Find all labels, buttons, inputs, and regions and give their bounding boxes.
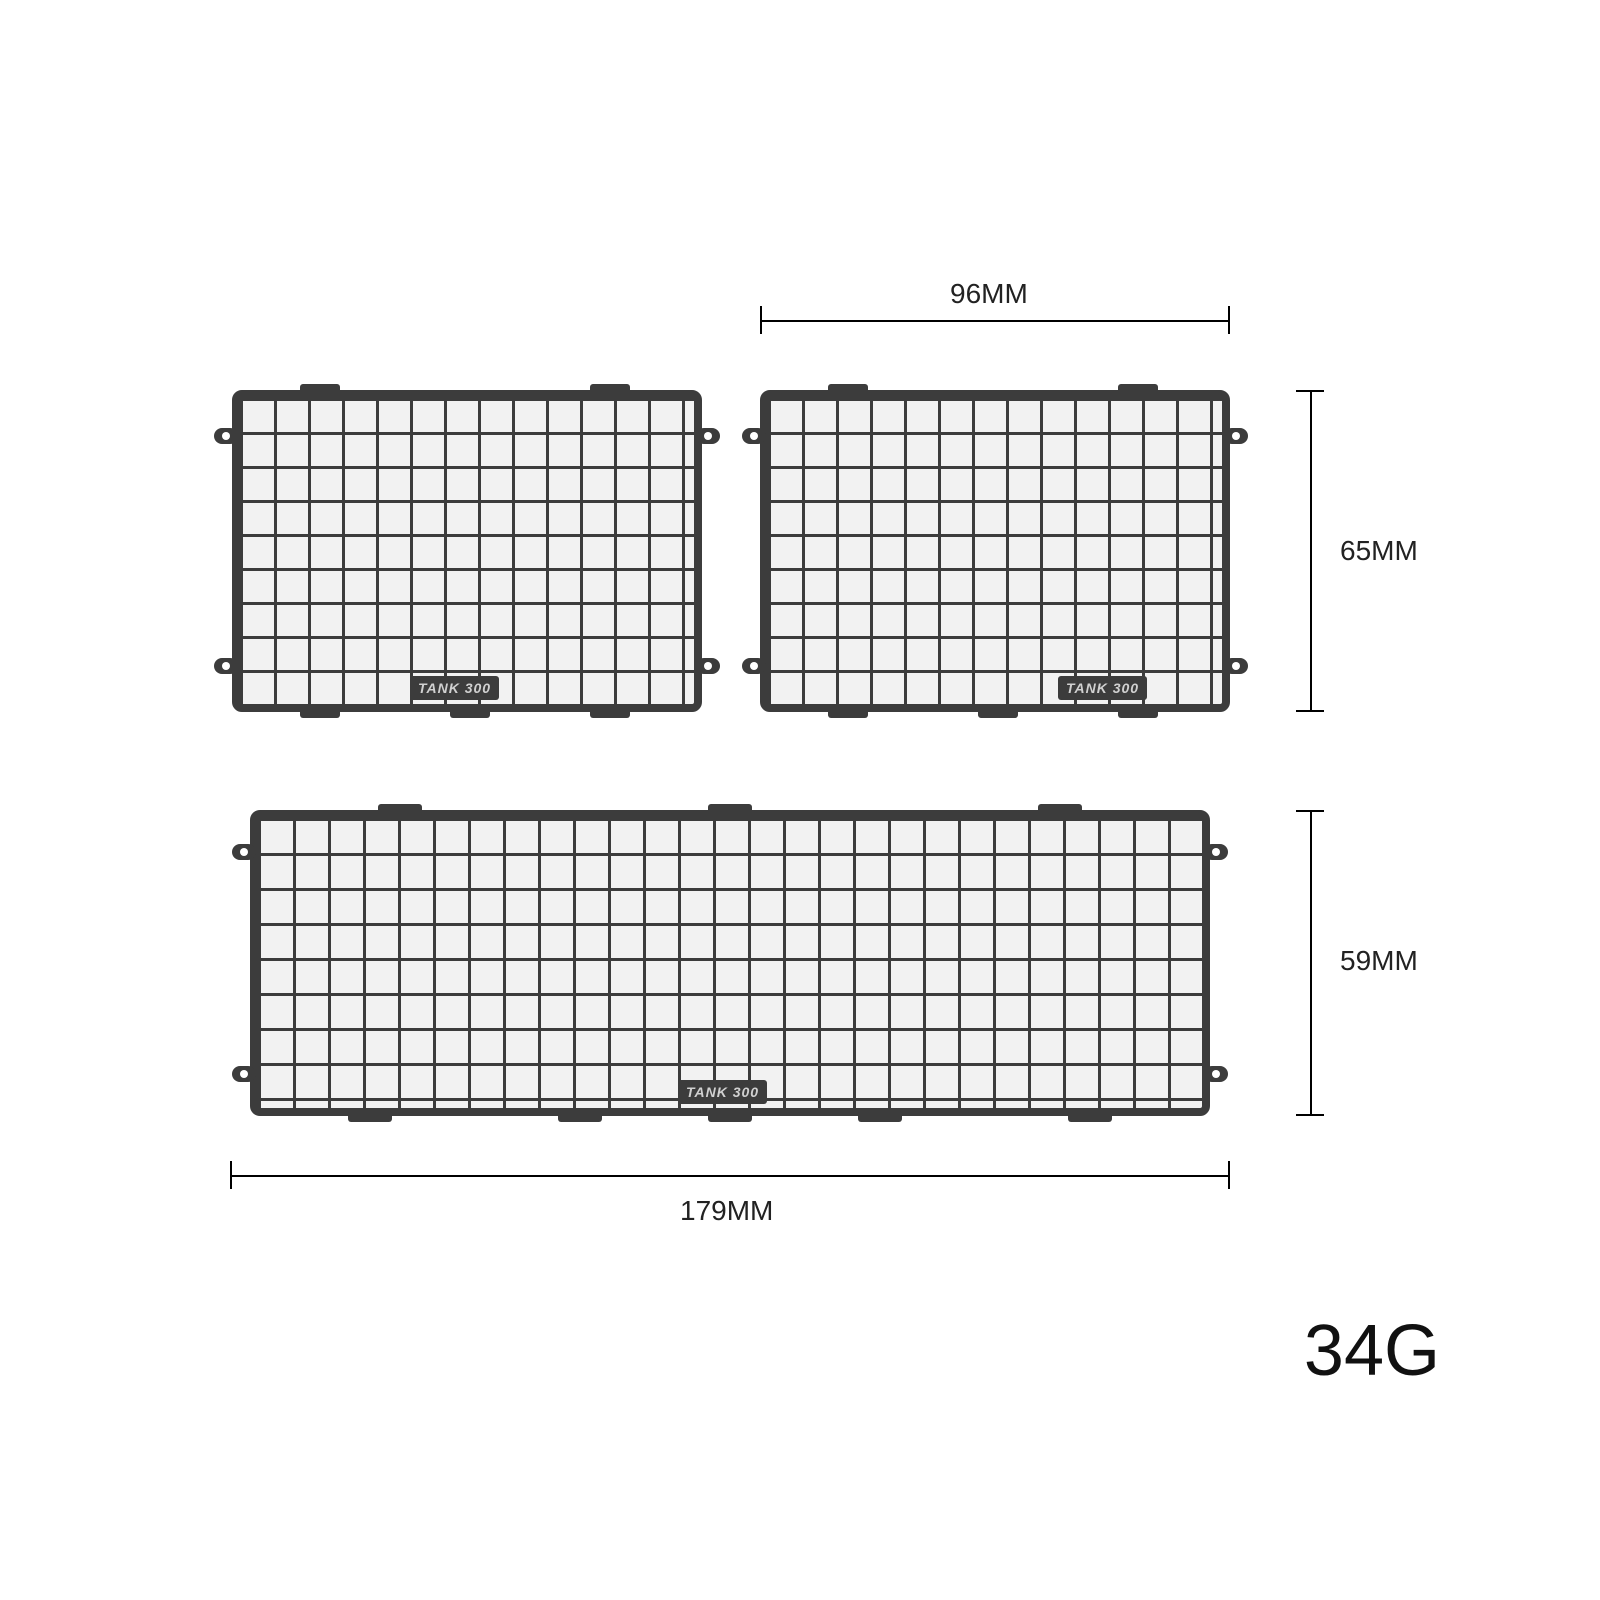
dim-label-right-bottom: 59MM [1340, 945, 1418, 977]
brand-badge: TANK 300 [1058, 676, 1147, 700]
dim-cap [1296, 710, 1324, 712]
mesh-panel-small-left: TANK 300 [232, 390, 702, 712]
dim-line-bottom [230, 1175, 1230, 1177]
mount-lug [232, 1066, 256, 1082]
mount-tab [828, 384, 868, 396]
mesh-panel-large: TANK 300 [250, 810, 1210, 1116]
dim-cap [1296, 390, 1324, 392]
dim-cap [760, 306, 762, 334]
mount-lug [696, 428, 720, 444]
mount-lug [232, 844, 256, 860]
dim-label-bottom: 179MM [680, 1195, 773, 1227]
mount-tab [450, 706, 490, 718]
mount-lug [742, 658, 766, 674]
dim-cap [1296, 1114, 1324, 1116]
mount-tab [300, 706, 340, 718]
mount-tab [978, 706, 1018, 718]
mesh-panel-small-right: TANK 300 [760, 390, 1230, 712]
mount-lug [1204, 1066, 1228, 1082]
mount-lug [1224, 428, 1248, 444]
brand-badge: TANK 300 [410, 676, 499, 700]
dim-line-top [760, 320, 1230, 322]
dim-cap [230, 1161, 232, 1189]
dim-cap [1228, 1161, 1230, 1189]
mount-tab [1068, 1110, 1112, 1122]
weight-label: 34G [1304, 1310, 1440, 1392]
mount-tab [378, 804, 422, 816]
mount-lug [214, 428, 238, 444]
mount-lug [1204, 844, 1228, 860]
mount-tab [708, 804, 752, 816]
mount-tab [858, 1110, 902, 1122]
dim-cap [1228, 306, 1230, 334]
mount-lug [214, 658, 238, 674]
brand-badge: TANK 300 [678, 1080, 767, 1104]
dim-label-top: 96MM [950, 278, 1028, 310]
dim-label-right-top: 65MM [1340, 535, 1418, 567]
mount-tab [1118, 384, 1158, 396]
mount-tab [828, 706, 868, 718]
mount-lug [742, 428, 766, 444]
mount-tab [1038, 804, 1082, 816]
mount-tab [348, 1110, 392, 1122]
mount-lug [1224, 658, 1248, 674]
mount-tab [590, 706, 630, 718]
mount-tab [590, 384, 630, 396]
mount-tab [708, 1110, 752, 1122]
dim-cap [1296, 810, 1324, 812]
mount-tab [300, 384, 340, 396]
product-dimension-diagram: 96MM 65MM 59MM 179MM TANK 300 [0, 0, 1600, 1600]
dim-line-right-bottom [1310, 810, 1312, 1116]
mount-tab [1118, 706, 1158, 718]
mount-tab [558, 1110, 602, 1122]
dim-line-right-top [1310, 390, 1312, 712]
mount-lug [696, 658, 720, 674]
